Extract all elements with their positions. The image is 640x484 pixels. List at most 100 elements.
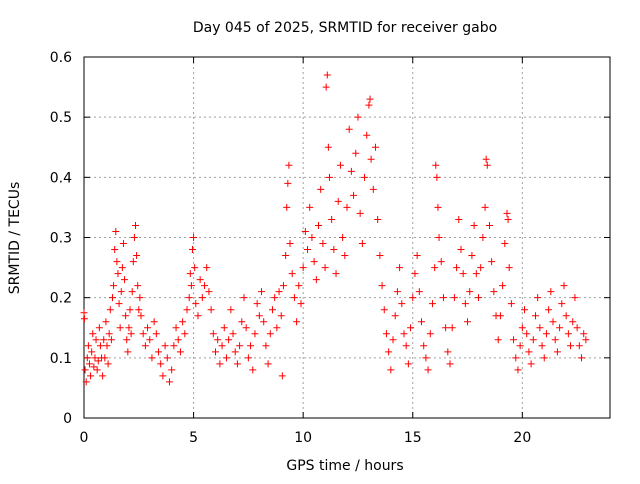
data-point bbox=[260, 318, 268, 326]
data-point bbox=[139, 330, 147, 338]
data-point bbox=[461, 300, 469, 308]
data-point bbox=[152, 330, 160, 338]
data-point bbox=[545, 306, 553, 314]
data-point bbox=[505, 264, 513, 272]
data-point bbox=[118, 264, 126, 272]
data-point bbox=[113, 258, 121, 266]
data-point bbox=[163, 354, 171, 362]
data-point bbox=[126, 306, 134, 314]
data-point bbox=[562, 312, 570, 320]
data-point bbox=[336, 161, 344, 169]
data-point bbox=[432, 161, 440, 169]
data-point bbox=[127, 330, 135, 338]
data-point bbox=[525, 348, 533, 356]
data-point bbox=[247, 342, 255, 350]
data-point bbox=[407, 324, 415, 332]
data-point bbox=[116, 324, 124, 332]
data-point bbox=[133, 252, 141, 260]
data-point bbox=[564, 330, 572, 338]
y-tick-label: 0.3 bbox=[50, 231, 72, 247]
data-point bbox=[285, 161, 293, 169]
data-point bbox=[134, 282, 142, 290]
data-point bbox=[233, 360, 241, 368]
data-point bbox=[181, 330, 189, 338]
data-point bbox=[343, 203, 351, 211]
data-point bbox=[80, 315, 88, 323]
data-point bbox=[251, 330, 259, 338]
data-point bbox=[122, 312, 130, 320]
data-point bbox=[411, 270, 419, 278]
data-point bbox=[341, 252, 349, 260]
data-point bbox=[499, 282, 507, 290]
data-point bbox=[475, 294, 482, 302]
y-tick-label: 0.1 bbox=[50, 351, 72, 367]
data-point bbox=[387, 366, 395, 374]
data-point bbox=[481, 203, 489, 211]
data-point bbox=[89, 330, 97, 338]
data-point bbox=[115, 300, 123, 308]
data-point bbox=[575, 342, 583, 350]
data-point bbox=[218, 342, 226, 350]
data-point bbox=[558, 300, 566, 308]
data-point bbox=[551, 336, 559, 344]
data-point bbox=[470, 221, 478, 229]
data-point bbox=[236, 342, 244, 350]
data-point bbox=[268, 306, 276, 314]
data-point bbox=[573, 324, 581, 332]
data-point bbox=[271, 294, 279, 302]
x-tick-label: 20 bbox=[513, 430, 531, 446]
data-point bbox=[170, 342, 178, 350]
data-point bbox=[227, 306, 235, 314]
data-point bbox=[315, 221, 323, 229]
data-point bbox=[448, 324, 456, 332]
data-point bbox=[501, 240, 509, 248]
data-point bbox=[358, 240, 366, 248]
data-point bbox=[108, 294, 116, 302]
data-point bbox=[104, 360, 112, 368]
data-point bbox=[88, 348, 96, 356]
data-point bbox=[207, 306, 215, 314]
data-point bbox=[350, 191, 358, 199]
data-point bbox=[444, 348, 452, 356]
data-point bbox=[161, 342, 169, 350]
data-point bbox=[179, 318, 187, 326]
data-point bbox=[396, 264, 404, 272]
data-point bbox=[282, 252, 290, 260]
data-point bbox=[110, 282, 118, 290]
data-point bbox=[205, 288, 213, 296]
x-tick-label: 10 bbox=[294, 430, 312, 446]
data-point bbox=[141, 342, 149, 350]
data-point bbox=[94, 357, 102, 365]
data-point bbox=[144, 324, 152, 332]
data-point bbox=[479, 234, 487, 241]
y-axis-label: SRMTID / TECUs bbox=[7, 182, 23, 295]
data-point bbox=[174, 336, 182, 344]
data-point bbox=[121, 276, 129, 284]
data-point bbox=[301, 227, 309, 235]
data-point bbox=[321, 264, 329, 272]
axis-ticks: 0 0.1 0.2 0.3 0.4 0.5 0.6 0 5 10 15 20 bbox=[50, 50, 610, 446]
data-point bbox=[81, 366, 89, 374]
data-point bbox=[168, 366, 176, 374]
data-point bbox=[549, 318, 557, 326]
data-point bbox=[398, 300, 406, 308]
data-point bbox=[129, 258, 137, 266]
data-point bbox=[547, 288, 555, 296]
data-point bbox=[172, 324, 180, 332]
data-point bbox=[95, 324, 103, 332]
data-point bbox=[435, 234, 443, 241]
data-point bbox=[165, 378, 173, 386]
data-point bbox=[485, 221, 493, 229]
data-point bbox=[84, 342, 92, 350]
data-point bbox=[290, 294, 298, 302]
data-point bbox=[345, 125, 353, 133]
data-point bbox=[277, 312, 285, 320]
data-point bbox=[569, 318, 577, 326]
data-point bbox=[446, 360, 454, 368]
data-point bbox=[365, 101, 373, 109]
data-point bbox=[209, 330, 217, 338]
data-point bbox=[87, 372, 95, 380]
data-point bbox=[439, 294, 447, 302]
data-point bbox=[293, 318, 301, 326]
data-point bbox=[380, 306, 388, 314]
